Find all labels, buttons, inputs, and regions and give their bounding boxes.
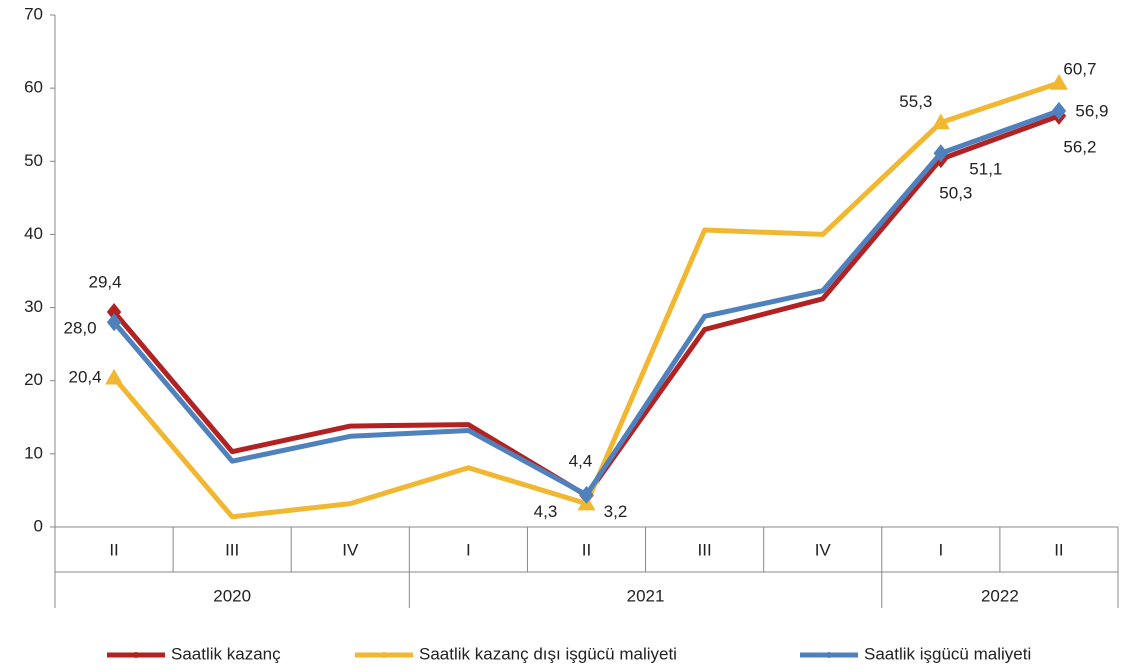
marker [1049,74,1068,90]
data-label: 50,3 [939,184,972,203]
y-tick-label: 0 [34,516,43,535]
legend-label: Saatlik işgücü maliyeti [864,644,1031,663]
marker [106,313,122,332]
line [112,113,1060,499]
line [112,108,1060,498]
group-label: 2020 [213,586,251,605]
data-label: 55,3 [899,92,932,111]
data-label: 20,4 [69,367,102,386]
legend-marker [826,652,832,658]
legend-marker [133,652,139,658]
data-label: 51,1 [969,160,1002,179]
x-tick-label: II [109,540,118,559]
x-tick-label: II [1054,540,1063,559]
legend-label: Saatlik kazanç dışı işgücü maliyeti [419,644,677,663]
data-label: 4,3 [534,502,558,521]
x-tick-label: I [938,540,943,559]
x-tick-label: III [698,540,712,559]
data-label: 56,9 [1075,101,1108,120]
x-tick-label: I [466,540,471,559]
legend-label: Saatlik kazanç [171,644,281,663]
marker [933,144,949,163]
x-tick-label: IV [342,540,359,559]
y-tick-label: 40 [24,224,43,243]
marker [931,113,950,130]
data-label: 4,4 [569,451,593,470]
y-tick-label: 30 [24,297,43,316]
legend-marker [381,652,387,658]
x-tick-label: III [225,540,239,559]
x-tick-label: II [582,540,591,559]
data-label: 56,2 [1063,137,1096,156]
group-label: 2022 [981,586,1019,605]
data-label: 3,2 [604,502,628,521]
marker [579,485,594,504]
data-label: 29,4 [89,272,122,291]
y-tick-label: 10 [24,443,43,462]
data-label: 60,7 [1063,60,1096,79]
x-tick-label: IV [815,540,832,559]
marker [1051,101,1067,120]
marker [105,368,124,385]
data-label: 28,0 [64,319,97,338]
group-label: 2021 [627,586,665,605]
y-tick-label: 70 [24,4,43,23]
y-tick-label: 20 [24,370,43,389]
marker [106,302,122,321]
y-tick-label: 50 [24,151,43,170]
y-tick-label: 60 [24,78,43,97]
